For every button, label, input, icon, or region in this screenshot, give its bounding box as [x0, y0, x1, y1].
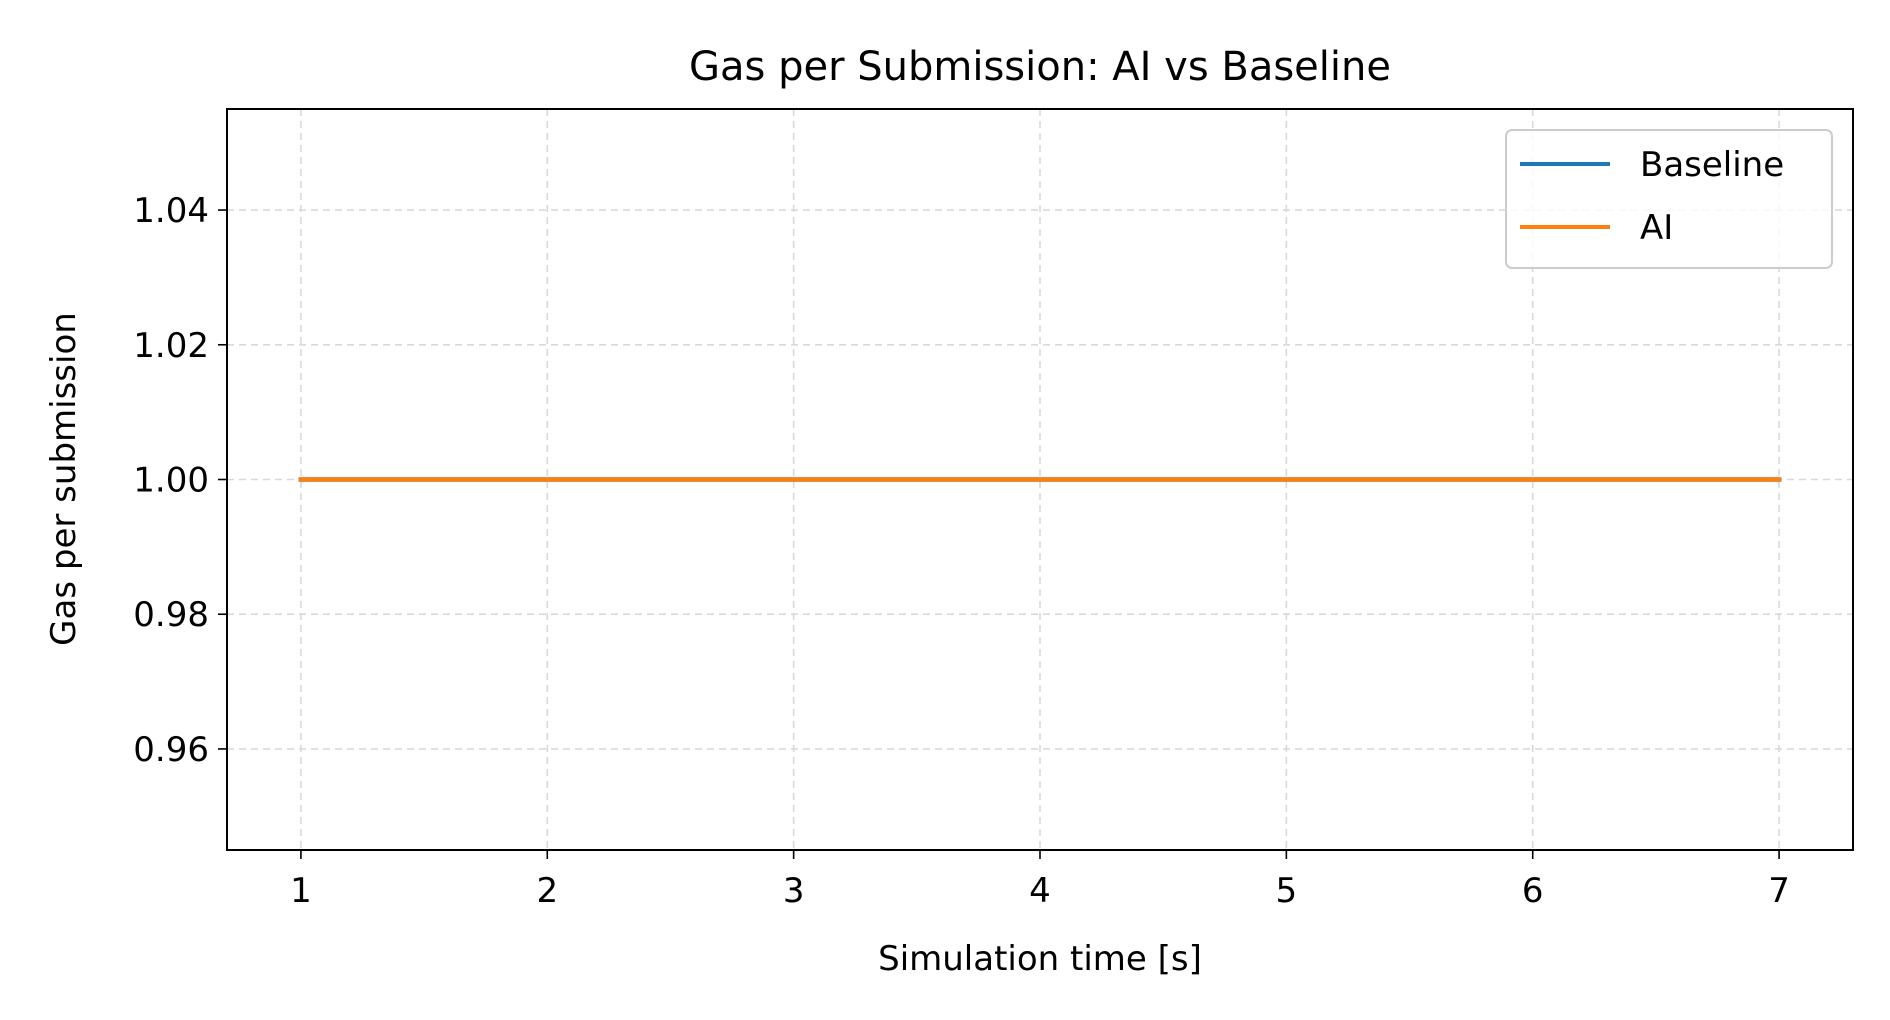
- x-tick-label: 3: [783, 871, 805, 911]
- y-axis-label: Gas per submission: [44, 312, 84, 646]
- y-tick-label: 0.98: [133, 595, 209, 635]
- y-tick-label: 1.00: [133, 461, 209, 501]
- x-tick-label: 5: [1276, 871, 1298, 911]
- x-tick-label: 4: [1029, 871, 1051, 911]
- chart-title: Gas per Submission: AI vs Baseline: [689, 44, 1391, 90]
- legend: Baseline AI: [1505, 129, 1833, 269]
- x-axis-label: Simulation time [s]: [878, 939, 1202, 979]
- x-axis: 1 2 3 4 5 6 7: [290, 850, 1790, 911]
- x-tick-label: 7: [1768, 871, 1790, 911]
- y-tick-label: 1.02: [133, 326, 209, 366]
- x-tick-label: 2: [536, 871, 558, 911]
- x-tick-label: 6: [1522, 871, 1544, 911]
- legend-label-ai: AI: [1640, 208, 1673, 248]
- legend-label-baseline: Baseline: [1640, 145, 1784, 185]
- y-tick-label: 0.96: [133, 730, 209, 770]
- y-axis: 0.96 0.98 1.00 1.02 1.04: [133, 191, 227, 770]
- y-tick-label: 1.04: [133, 191, 209, 231]
- x-tick-label: 1: [290, 871, 312, 911]
